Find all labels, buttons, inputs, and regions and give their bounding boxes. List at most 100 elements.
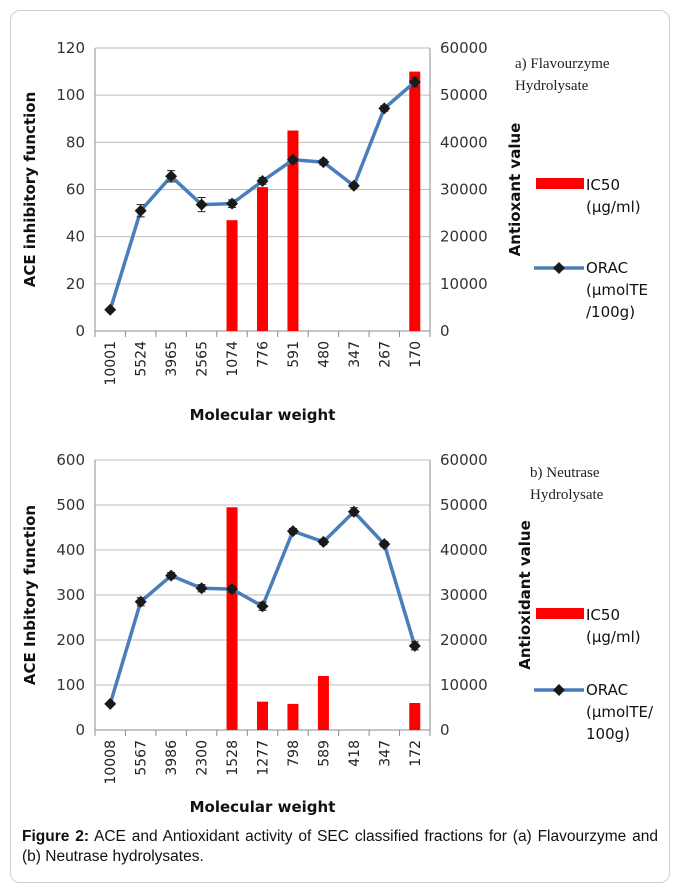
legend-orac-label: ORAC: [586, 259, 628, 277]
y-right-tick-label: 60000: [440, 39, 488, 57]
ic50-bar: [317, 676, 329, 730]
orac-point: [134, 595, 147, 608]
y-right-tick-label: 40000: [440, 133, 488, 151]
legend-ic50-label: IC50: [586, 176, 620, 194]
x-tick-label: 3986: [164, 740, 180, 776]
x-axis-label: Molecular weight: [190, 798, 336, 816]
x-tick-label: 10001: [103, 341, 119, 386]
orac-point: [378, 538, 391, 551]
x-tick-label: 10008: [103, 740, 119, 785]
y-right-tick-label: 10000: [440, 676, 488, 694]
chart-annotation: b) Neutrase: [530, 465, 600, 481]
orac-point: [226, 583, 239, 596]
legend-ic50-swatch: [536, 608, 584, 619]
ic50-bar: [287, 130, 299, 331]
y-left-axis-label: ACE inhibitory function: [21, 92, 39, 288]
orac-point: [256, 600, 269, 613]
caption-text: ACE and Antioxidant activity of SEC clas…: [22, 828, 658, 865]
ic50-bar: [409, 71, 421, 331]
x-tick-label: 2300: [195, 740, 211, 776]
orac-point: [226, 197, 239, 210]
orac-point: [408, 75, 421, 88]
x-tick-label: 591: [286, 341, 302, 368]
legend-ic50-label: (µg/ml): [586, 198, 641, 216]
x-tick-label: 347: [347, 341, 363, 368]
orac-point: [195, 582, 208, 595]
y-right-tick-label: 50000: [440, 496, 488, 514]
y-left-tick-label: 600: [56, 451, 85, 469]
x-axis-label: Molecular weight: [190, 406, 336, 424]
x-tick-label: 172: [408, 740, 424, 767]
chart-a: 0 20 40 60 80 100 120 0 10000 20000 30000 40000 5000…: [21, 39, 648, 424]
y-right-tick-label: 60000: [440, 451, 488, 469]
y-right-axis-label: Antioxidant value: [516, 520, 534, 670]
x-tick-label: 170: [408, 341, 424, 368]
x-tick-label: 1528: [225, 740, 241, 776]
y-left-tick-label: 0: [75, 322, 85, 340]
y-right-tick-label: 10000: [440, 275, 488, 293]
y-left-tick-label: 300: [56, 586, 85, 604]
chart-b: 0 100 200 300 400 500 600 0 10000 20000 30000 40000…: [21, 451, 654, 816]
x-tick-label: 776: [256, 341, 272, 368]
ic50-bar: [226, 507, 238, 730]
y-right-tick-label: 50000: [440, 86, 488, 104]
x-tick-label: 1277: [256, 740, 272, 776]
legend-orac-marker: [553, 684, 565, 696]
y-left-tick-label: 60: [66, 181, 85, 199]
x-tick-label: 480: [316, 341, 332, 368]
y-left-tick-label: 400: [56, 541, 85, 559]
y-right-tick-label: 0: [440, 721, 450, 739]
orac-point: [286, 525, 299, 538]
orac-point: [104, 697, 117, 710]
y-left-tick-label: 0: [75, 721, 85, 739]
ic50-bar: [226, 220, 238, 331]
y-right-tick-label: 30000: [440, 181, 488, 199]
orac-point: [195, 198, 208, 211]
orac-point: [104, 303, 117, 316]
legend-orac-label: (µmolTE: [586, 281, 648, 299]
orac-point: [408, 639, 421, 652]
figure-caption: Figure 2: ACE and Antioxidant activity o…: [22, 827, 658, 867]
legend-orac-label: 100g): [586, 725, 630, 743]
orac-point: [347, 505, 360, 518]
orac-point: [317, 535, 330, 548]
y-left-tick-label: 500: [56, 496, 85, 514]
legend-ic50-label: IC50: [586, 606, 620, 624]
orac-point: [134, 204, 147, 217]
y-left-tick-label: 40: [66, 228, 85, 246]
ic50-bar: [409, 703, 421, 730]
x-tick-label: 347: [377, 740, 393, 767]
legend-orac-label: /100g): [586, 303, 635, 321]
x-tick-label: 418: [347, 740, 363, 767]
orac-point: [256, 175, 269, 188]
ic50-bar: [287, 703, 299, 730]
y-left-tick-label: 80: [66, 133, 85, 151]
y-right-axis-label: Antioxant value: [506, 123, 524, 257]
legend-orac-label: (µmolTE/: [586, 703, 654, 721]
ic50-bar: [257, 701, 268, 730]
chart-annotation: Hydrolysate: [515, 78, 589, 94]
y-right-tick-label: 0: [440, 322, 450, 340]
figure-frame: [10, 10, 670, 883]
y-right-tick-label: 40000: [440, 541, 488, 559]
x-tick-label: 2565: [195, 341, 211, 377]
chart-annotation: a) Flavourzyme: [515, 56, 610, 72]
y-left-tick-label: 20: [66, 275, 85, 293]
orac-point: [378, 102, 391, 115]
chart-annotation: Hydrolysate: [530, 487, 604, 503]
y-left-tick-label: 100: [56, 86, 85, 104]
orac-point: [165, 170, 178, 183]
x-tick-label: 267: [377, 341, 393, 368]
x-tick-label: 798: [286, 740, 302, 767]
orac-point: [347, 179, 360, 192]
legend-orac-marker: [553, 262, 565, 274]
x-tick-label: 3965: [164, 341, 180, 377]
y-right-tick-label: 20000: [440, 228, 488, 246]
y-right-tick-label: 20000: [440, 631, 488, 649]
x-tick-label: 5567: [134, 740, 150, 776]
caption-label: Figure 2:: [22, 828, 89, 845]
y-left-tick-label: 120: [56, 39, 85, 57]
legend-ic50-swatch: [536, 178, 584, 189]
ic50-bar: [257, 187, 268, 331]
